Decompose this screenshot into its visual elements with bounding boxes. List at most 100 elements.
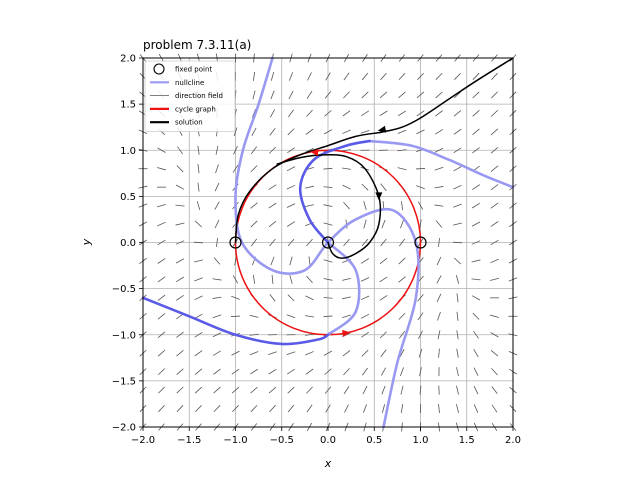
direction-segment <box>453 110 462 117</box>
direction-segment <box>344 404 349 413</box>
direction-segment <box>453 147 462 154</box>
direction-segment <box>306 386 313 394</box>
direction-segment <box>176 350 184 357</box>
direction-segment <box>213 257 221 265</box>
direction-segment <box>419 219 422 229</box>
direction-segment <box>212 332 222 338</box>
direction-segment <box>453 257 462 265</box>
direction-segment <box>252 274 256 284</box>
direction-segment <box>304 333 315 336</box>
direction-segment <box>400 367 404 377</box>
direction-segment <box>398 276 406 283</box>
direction-segment <box>453 222 462 226</box>
direction-segment <box>398 330 406 339</box>
legend-entry-label: nullcline <box>175 79 204 87</box>
direction-segment <box>194 220 203 228</box>
direction-segment <box>435 110 443 117</box>
direction-segment <box>400 404 404 414</box>
direction-segment <box>472 312 480 320</box>
direction-segment <box>305 185 314 189</box>
direction-segment <box>194 368 203 375</box>
direction-arrow <box>377 125 387 133</box>
y-tick-label: 0.5 <box>120 192 136 203</box>
direction-segment <box>360 295 370 301</box>
direction-segment <box>379 91 388 99</box>
nullcline-dark-curve <box>298 139 371 244</box>
direction-segment <box>456 385 459 395</box>
direction-segment <box>250 202 258 209</box>
nullcline-dark-curve <box>141 296 330 346</box>
fixed-point-marker <box>321 236 335 249</box>
direction-segment <box>175 258 185 264</box>
direction-segment <box>234 256 237 266</box>
direction-segment <box>417 312 424 321</box>
direction-segment <box>323 186 333 188</box>
direction-segment <box>306 238 313 247</box>
direction-segment <box>252 71 256 81</box>
direction-segment <box>341 167 352 170</box>
direction-segment <box>324 91 332 99</box>
y-tick-label: −1.0 <box>112 330 136 341</box>
direction-segment <box>286 368 296 375</box>
direction-segment <box>438 404 440 414</box>
direction-segment <box>214 201 220 210</box>
direction-segment <box>252 90 256 100</box>
direction-segment <box>231 386 240 394</box>
direction-segment <box>419 367 422 377</box>
direction-segment <box>268 202 277 209</box>
direction-segment <box>453 203 462 208</box>
direction-segment <box>157 294 166 301</box>
direction-segment <box>249 368 259 375</box>
direction-segment <box>177 146 183 155</box>
direction-segment <box>360 110 370 117</box>
direction-segment <box>490 109 499 117</box>
direction-segment <box>490 147 499 154</box>
direction-segment <box>453 128 462 135</box>
direction-segment <box>323 297 333 299</box>
direction-segment <box>323 278 333 281</box>
direction-segment <box>361 331 369 338</box>
legend-entry-label: cycle graph <box>175 105 216 113</box>
direction-segment <box>417 201 424 210</box>
direction-segment <box>157 368 166 376</box>
direction-segment <box>472 128 480 135</box>
direction-segment <box>250 386 258 394</box>
direction-segment <box>306 90 313 99</box>
direction-segment <box>324 368 332 375</box>
direction-segment <box>212 296 222 299</box>
direction-segment <box>268 220 277 228</box>
legend-entry-label: direction field <box>175 92 223 100</box>
direction-segment <box>343 386 350 395</box>
direction-segment <box>360 277 370 282</box>
direction-segment <box>472 72 480 80</box>
direction-segment <box>490 349 499 357</box>
direction-segment <box>268 184 277 190</box>
direction-segment <box>215 145 219 155</box>
direction-segment <box>325 72 331 81</box>
direction-segment <box>471 278 481 281</box>
direction-segment <box>400 219 404 229</box>
direction-segment <box>342 278 351 281</box>
direction-segment <box>454 72 461 80</box>
direction-segment <box>397 129 407 134</box>
direction-segment <box>471 259 481 263</box>
direction-segment <box>381 385 386 395</box>
direction-segment <box>249 333 259 336</box>
direction-segment <box>435 220 443 228</box>
legend-entry-label: fixed point <box>175 66 212 74</box>
direction-segment <box>286 184 296 190</box>
nullcline-light-curve <box>234 56 420 429</box>
direction-segment <box>342 184 351 190</box>
direction-arrow <box>310 149 319 156</box>
direction-segment <box>472 147 480 154</box>
curves <box>141 56 515 429</box>
x-tick-label: 1.0 <box>413 435 429 446</box>
direction-segment <box>288 109 294 118</box>
direction-segment <box>233 127 238 137</box>
direction-segment <box>456 367 459 377</box>
direction-segment <box>176 386 184 394</box>
direction-segment <box>419 385 422 395</box>
direction-segment <box>472 184 480 190</box>
direction-segment <box>214 182 220 192</box>
